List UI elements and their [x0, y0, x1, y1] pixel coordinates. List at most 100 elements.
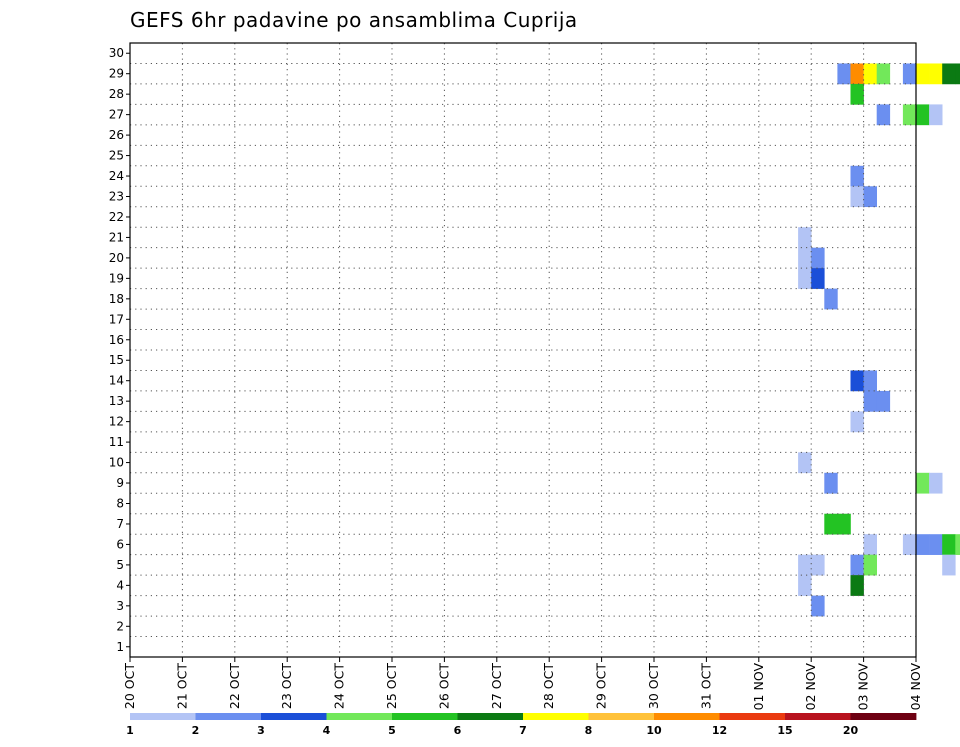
heatmap-cell	[798, 554, 812, 576]
colorbar-swatch	[261, 713, 327, 720]
x-tick-label: 31 OCT	[698, 663, 713, 709]
heatmap-cells	[798, 63, 960, 617]
x-tick-label: 27 OCT	[489, 663, 504, 709]
heatmap-cell	[902, 63, 917, 85]
y-tick-label: 29	[109, 67, 124, 81]
y-tick-label: 4	[116, 578, 124, 592]
y-axis: 1234567891011121314151617181920212223242…	[109, 46, 130, 654]
heatmap-cell	[798, 268, 812, 289]
heatmap-cell	[942, 63, 956, 85]
y-tick-label: 11	[109, 435, 124, 449]
y-tick-label: 30	[109, 46, 124, 60]
colorbar-label: 7	[519, 724, 527, 737]
heatmap-cell	[929, 472, 943, 494]
y-tick-label: 18	[109, 292, 124, 306]
heatmap-cell	[929, 63, 943, 85]
x-tick-label: 29 OCT	[594, 663, 609, 709]
y-tick-label: 5	[116, 558, 124, 572]
heatmap-cell	[850, 63, 864, 85]
x-tick-label: 28 OCT	[541, 663, 556, 709]
heatmap-cell	[942, 554, 956, 576]
x-tick-label: 02 NOV	[803, 663, 818, 711]
x-tick-label: 01 NOV	[751, 663, 766, 711]
heatmap-cell	[850, 411, 864, 433]
heatmap-cell	[824, 513, 838, 535]
colorbar-label: 8	[585, 724, 593, 737]
heatmap-cell	[863, 390, 877, 412]
y-tick-label: 2	[116, 619, 124, 633]
plot-frame	[129, 42, 917, 658]
heatmap-cell	[811, 247, 825, 269]
colorbar-swatch	[392, 713, 458, 720]
heatmap-cell	[929, 104, 943, 126]
x-tick-label: 26 OCT	[436, 663, 451, 709]
y-tick-label: 20	[109, 251, 124, 265]
y-tick-label: 17	[109, 312, 124, 326]
y-tick-label: 21	[109, 230, 124, 244]
heatmap-cell	[942, 534, 956, 555]
y-tick-label: 9	[116, 476, 124, 490]
heatmap-cell	[850, 83, 864, 105]
heatmap-cell	[876, 390, 891, 412]
heatmap-cell	[850, 370, 864, 392]
x-tick-label: 21 OCT	[174, 663, 189, 709]
y-tick-label: 27	[109, 108, 124, 122]
colorbar-swatch	[523, 713, 589, 720]
heatmap-cell	[876, 104, 891, 126]
heatmap-cell	[916, 104, 930, 126]
y-tick-label: 16	[109, 333, 124, 347]
colorbar-label: 6	[454, 724, 462, 737]
y-tick-label: 28	[109, 87, 124, 101]
heatmap-cell	[811, 554, 825, 576]
heatmap-cell	[863, 534, 877, 555]
colorbar-label: 10	[646, 724, 662, 737]
colorbar-label: 3	[257, 724, 265, 737]
x-tick-label: 23 OCT	[279, 663, 294, 709]
colorbar-swatch	[850, 713, 917, 720]
colorbar-swatch	[785, 713, 851, 720]
heatmap-cell	[811, 595, 825, 617]
y-tick-label: 3	[116, 599, 124, 613]
x-axis: 20 OCT 21 OCT 22 OCT 23 OCT 24 OCT 25 OCT 26 O…	[122, 657, 923, 710]
x-tick-label: 04 NOV	[908, 663, 923, 711]
x-tick-label: 20 OCT	[122, 663, 137, 709]
y-tick-label: 23	[109, 190, 124, 204]
grid-lines	[130, 43, 916, 657]
y-tick-label: 13	[109, 394, 124, 408]
heatmap-cell	[798, 452, 812, 474]
heatmap-cell	[798, 247, 812, 269]
heatmap-cell	[850, 186, 864, 208]
colorbar-swatch	[130, 713, 196, 720]
heatmap-cell	[798, 575, 812, 596]
heatmap-cell	[929, 534, 943, 555]
heatmap-cell	[811, 268, 825, 289]
colorbar-label: 4	[323, 724, 331, 737]
heatmap-cell	[850, 554, 864, 576]
y-tick-label: 6	[116, 537, 124, 551]
colorbar-swatch	[457, 713, 524, 720]
heatmap-cell	[955, 63, 960, 85]
heatmap-cell	[837, 513, 851, 535]
heatmap-cell	[863, 554, 877, 576]
heatmap-cell	[902, 104, 917, 126]
colorbar: 1 2 3 4 5 6 7 8 10 12 15 20	[126, 713, 917, 737]
heatmap-cell	[876, 63, 891, 85]
colorbar-swatch	[719, 713, 786, 720]
heatmap-cell	[863, 63, 877, 85]
x-tick-label: 25 OCT	[384, 663, 399, 709]
x-tick-label: 03 NOV	[856, 663, 871, 711]
heatmap-cell	[916, 472, 930, 494]
y-tick-label: 15	[109, 353, 124, 367]
heatmap-cell	[916, 63, 930, 85]
y-tick-label: 19	[109, 271, 124, 285]
y-tick-label: 14	[109, 374, 124, 388]
y-tick-label: 26	[109, 128, 124, 142]
heatmap-cell	[863, 370, 877, 392]
x-tick-label: 22 OCT	[227, 663, 242, 709]
heatmap-cell	[837, 63, 851, 85]
y-tick-label: 12	[109, 415, 124, 429]
chart-title: GEFS 6hr padavine po ansamblima Cuprija	[130, 8, 578, 32]
heatmap-cell	[850, 575, 864, 596]
colorbar-label: 5	[388, 724, 396, 737]
